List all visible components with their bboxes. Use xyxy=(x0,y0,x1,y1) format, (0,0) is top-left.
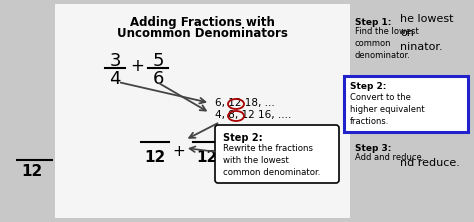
Text: 12: 12 xyxy=(145,150,165,165)
Text: Uncommon Denominators: Uncommon Denominators xyxy=(117,27,288,40)
Text: rt to the: rt to the xyxy=(400,84,446,94)
Text: +: + xyxy=(173,144,185,159)
Text: 6, 12 18, ...: 6, 12 18, ... xyxy=(215,98,275,108)
FancyBboxPatch shape xyxy=(215,125,339,183)
Text: Find the lowest
common
denominator.: Find the lowest common denominator. xyxy=(355,27,419,60)
Text: ninator.: ninator. xyxy=(400,42,443,52)
Text: Step 2:: Step 2: xyxy=(350,82,386,91)
Text: Convert to the
higher equivalent
fractions.: Convert to the higher equivalent fractio… xyxy=(350,93,425,126)
Text: on: on xyxy=(400,28,414,38)
Text: 3: 3 xyxy=(109,52,121,70)
Text: 4: 4 xyxy=(109,70,121,88)
Text: Adding Fractions with: Adding Fractions with xyxy=(130,16,275,29)
FancyBboxPatch shape xyxy=(344,76,468,132)
Text: Rewrite the fractions
with the lowest
common denominator.: Rewrite the fractions with the lowest co… xyxy=(223,144,320,176)
FancyBboxPatch shape xyxy=(350,4,474,218)
Text: 6: 6 xyxy=(152,70,164,88)
FancyBboxPatch shape xyxy=(55,4,350,218)
Text: 4, 8, 12 16, ....: 4, 8, 12 16, .... xyxy=(215,110,292,120)
Text: Step 2:: Step 2: xyxy=(223,133,263,143)
Text: ns.: ns. xyxy=(400,112,417,122)
Text: nd reduce.: nd reduce. xyxy=(400,158,460,168)
Text: +: + xyxy=(130,57,144,75)
Text: Step 3:: Step 3: xyxy=(355,144,392,153)
Text: 5: 5 xyxy=(152,52,164,70)
Text: 12: 12 xyxy=(196,150,218,165)
Text: he lowest: he lowest xyxy=(400,14,454,24)
Text: 12: 12 xyxy=(21,164,43,179)
Text: equivalent: equivalent xyxy=(400,98,459,108)
Text: Step 1:: Step 1: xyxy=(355,18,392,27)
Text: Add and reduce.: Add and reduce. xyxy=(355,153,424,162)
